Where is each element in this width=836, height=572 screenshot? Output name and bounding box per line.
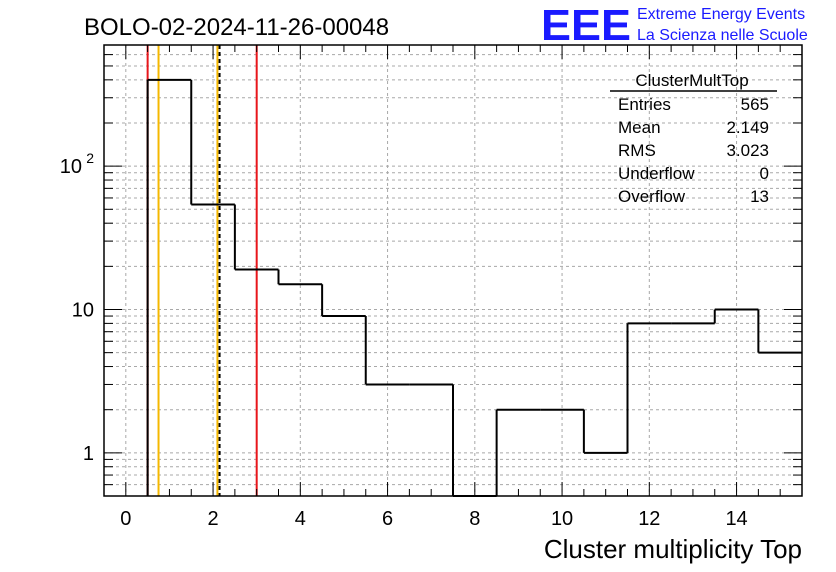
y-tick-label: 10 (60, 156, 82, 178)
eee-logo: EEE (541, 1, 631, 50)
stats-mean-value: 2.149 (726, 118, 769, 137)
stats-rms-value: 3.023 (726, 141, 769, 160)
stats-mean-label: Mean (618, 118, 661, 137)
x-tick-label: 12 (638, 508, 660, 530)
stats-underflow-label: Underflow (618, 164, 695, 183)
stats-overflow-value: 13 (750, 187, 769, 206)
plot-frame (103, 44, 803, 497)
y-tick-label: 10 (72, 299, 94, 321)
logo-line-2: La Scienza nelle Scuole (637, 27, 808, 44)
stats-box: ClusterMultTop Entries 565 Mean 2.149 RM… (610, 71, 777, 206)
y-tick-label: 1 (83, 443, 94, 465)
stats-overflow-label: Overflow (618, 187, 686, 206)
x-tick-label: 0 (120, 508, 131, 530)
x-axis-title: Cluster multiplicity Top (544, 534, 802, 564)
stats-entries-value: 565 (741, 95, 769, 114)
stats-name: ClusterMultTop (635, 71, 748, 90)
x-tick-label: 10 (551, 508, 573, 530)
x-tick-label: 6 (382, 508, 393, 530)
x-tick-label: 14 (725, 508, 747, 530)
x-tick-label: 4 (295, 508, 306, 530)
stats-rms-label: RMS (618, 141, 656, 160)
x-tick-label: 8 (469, 508, 480, 530)
stats-entries-label: Entries (618, 95, 671, 114)
stats-underflow-value: 0 (760, 164, 769, 183)
x-tick-label: 2 (208, 508, 219, 530)
y-tick-label-exponent: 2 (86, 150, 94, 166)
logo-line-1: Extreme Energy Events (637, 6, 805, 23)
run-title: BOLO-02-2024-11-26-00048 (84, 14, 389, 41)
